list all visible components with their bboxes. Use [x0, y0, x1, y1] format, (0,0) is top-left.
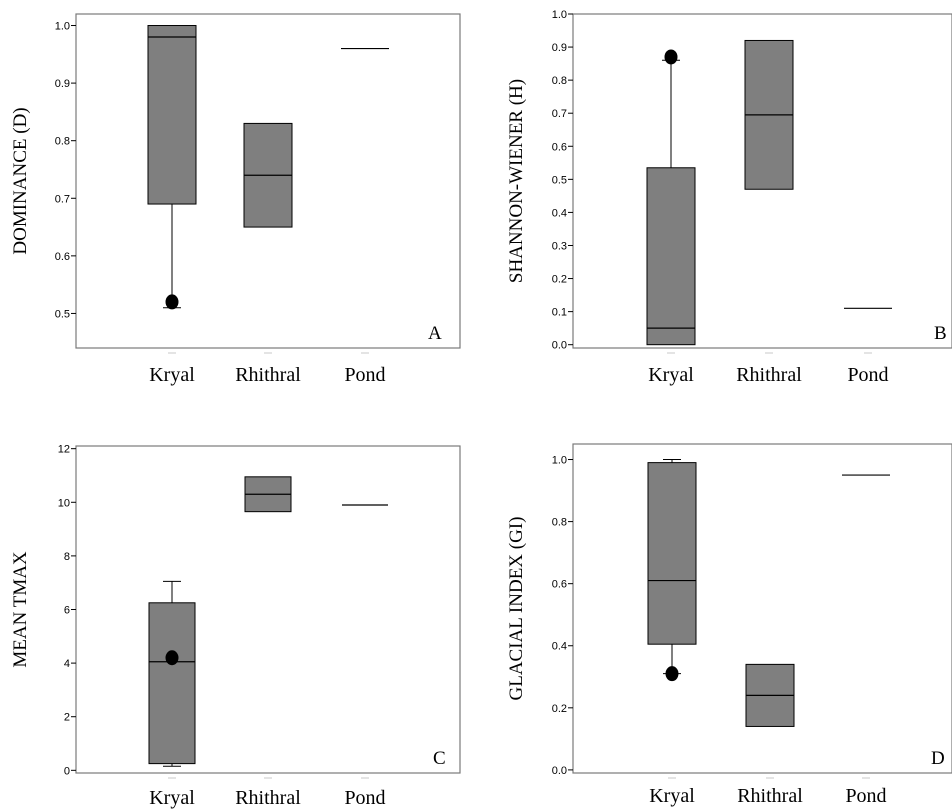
y-tick-label: 0.6 — [552, 141, 567, 153]
category-label-rhithral: Rhithral — [235, 364, 301, 386]
y-tick-label: 10 — [58, 497, 70, 509]
y-axis-title-b: SHANNON-WIENER (H) — [506, 79, 527, 283]
category-label-rhithral: Rhithral — [737, 785, 803, 807]
y-tick-label: 0.9 — [552, 42, 567, 54]
y-axis-title-c: MEAN TMAX — [10, 551, 31, 668]
y-tick-label: 0.7 — [552, 108, 567, 120]
box-rhithral — [244, 476, 292, 513]
y-tick-label: 0.9 — [55, 78, 70, 90]
box-rhithral — [745, 663, 795, 727]
panel-letter-a: A — [428, 323, 442, 344]
outlier-point — [664, 49, 678, 65]
y-tick-label: 1.0 — [55, 21, 70, 33]
category-label-pond: Pond — [344, 787, 385, 809]
y-tick-label: 0.5 — [552, 174, 567, 186]
y-tick-label: 2 — [64, 712, 70, 724]
box-kryal — [147, 25, 197, 310]
y-tick-label: 0.0 — [552, 765, 567, 777]
y-axis-title-d: GLACIAL INDEX (GI) — [506, 517, 527, 701]
y-tick-label: 0.3 — [552, 240, 567, 252]
y-tick-label: 0.4 — [552, 207, 567, 219]
y-tick-label: 0.8 — [552, 75, 567, 87]
outlier-point — [665, 666, 679, 682]
box-kryal — [148, 580, 196, 767]
category-label-kryal: Kryal — [149, 364, 195, 386]
panel-b: 0.0 0.1 0.2 0.3 0.4 0.5 0.6 0.7 0.8 0.9 1.0 SHANNON… — [506, 9, 952, 386]
y-tick-label: 0.1 — [552, 307, 567, 319]
y-tick-label: 0.2 — [552, 703, 567, 715]
box-kryal — [647, 459, 697, 682]
y-tick-label: 0.5 — [55, 308, 70, 320]
y-tick-label: 4 — [64, 658, 70, 670]
y-tick-label: 0.4 — [552, 641, 567, 653]
category-label-pond: Pond — [847, 364, 888, 386]
category-label-pond: Pond — [845, 785, 886, 807]
panel-d: 0.0 0.2 0.4 0.6 0.8 1.0 GLACIAL INDEX (GI) Krya… — [506, 443, 952, 807]
y-tick-label: 12 — [58, 444, 70, 456]
box-body — [646, 167, 696, 346]
outlier-point — [165, 294, 179, 310]
panel-letter-d: D — [931, 748, 945, 769]
y-tick-label: 0.2 — [552, 274, 567, 286]
y-tick-label: 6 — [64, 605, 70, 617]
y-tick-label: 0 — [64, 765, 70, 777]
box-body — [148, 602, 196, 765]
y-tick-label: 1.0 — [552, 455, 567, 467]
box-body — [147, 25, 197, 205]
box-rhithral — [243, 122, 293, 228]
y-tick-label: 1.0 — [552, 9, 567, 21]
outlier-point — [165, 650, 179, 666]
y-tick-label: 8 — [64, 551, 70, 563]
box-kryal — [646, 49, 696, 346]
category-label-rhithral: Rhithral — [235, 787, 301, 809]
y-tick-label: 0.7 — [55, 193, 70, 205]
panel-a: 0.5 0.6 0.7 0.8 0.9 1.0 DOMINANCE (D) Kryal Rhit… — [10, 13, 461, 386]
y-tick-label: 0.6 — [552, 579, 567, 591]
y-tick-label: 0.6 — [55, 251, 70, 263]
y-tick-label: 0.0 — [552, 340, 567, 352]
category-label-rhithral: Rhithral — [736, 364, 802, 386]
category-label-kryal: Kryal — [149, 787, 195, 809]
panel-letter-b: B — [934, 323, 947, 344]
panel-letter-c: C — [433, 748, 446, 769]
box-rhithral — [744, 39, 794, 190]
category-label-kryal: Kryal — [648, 364, 694, 386]
y-tick-label: 0.8 — [55, 136, 70, 148]
y-axis-title-a: DOMINANCE (D) — [10, 107, 31, 254]
panel-c: 0 2 4 6 8 10 12 MEAN TMAX Kryal Rhithral Pond C — [10, 444, 461, 809]
category-label-kryal: Kryal — [649, 785, 695, 807]
box-body — [647, 462, 697, 645]
y-tick-label: 0.8 — [552, 517, 567, 529]
category-label-pond: Pond — [344, 364, 385, 386]
